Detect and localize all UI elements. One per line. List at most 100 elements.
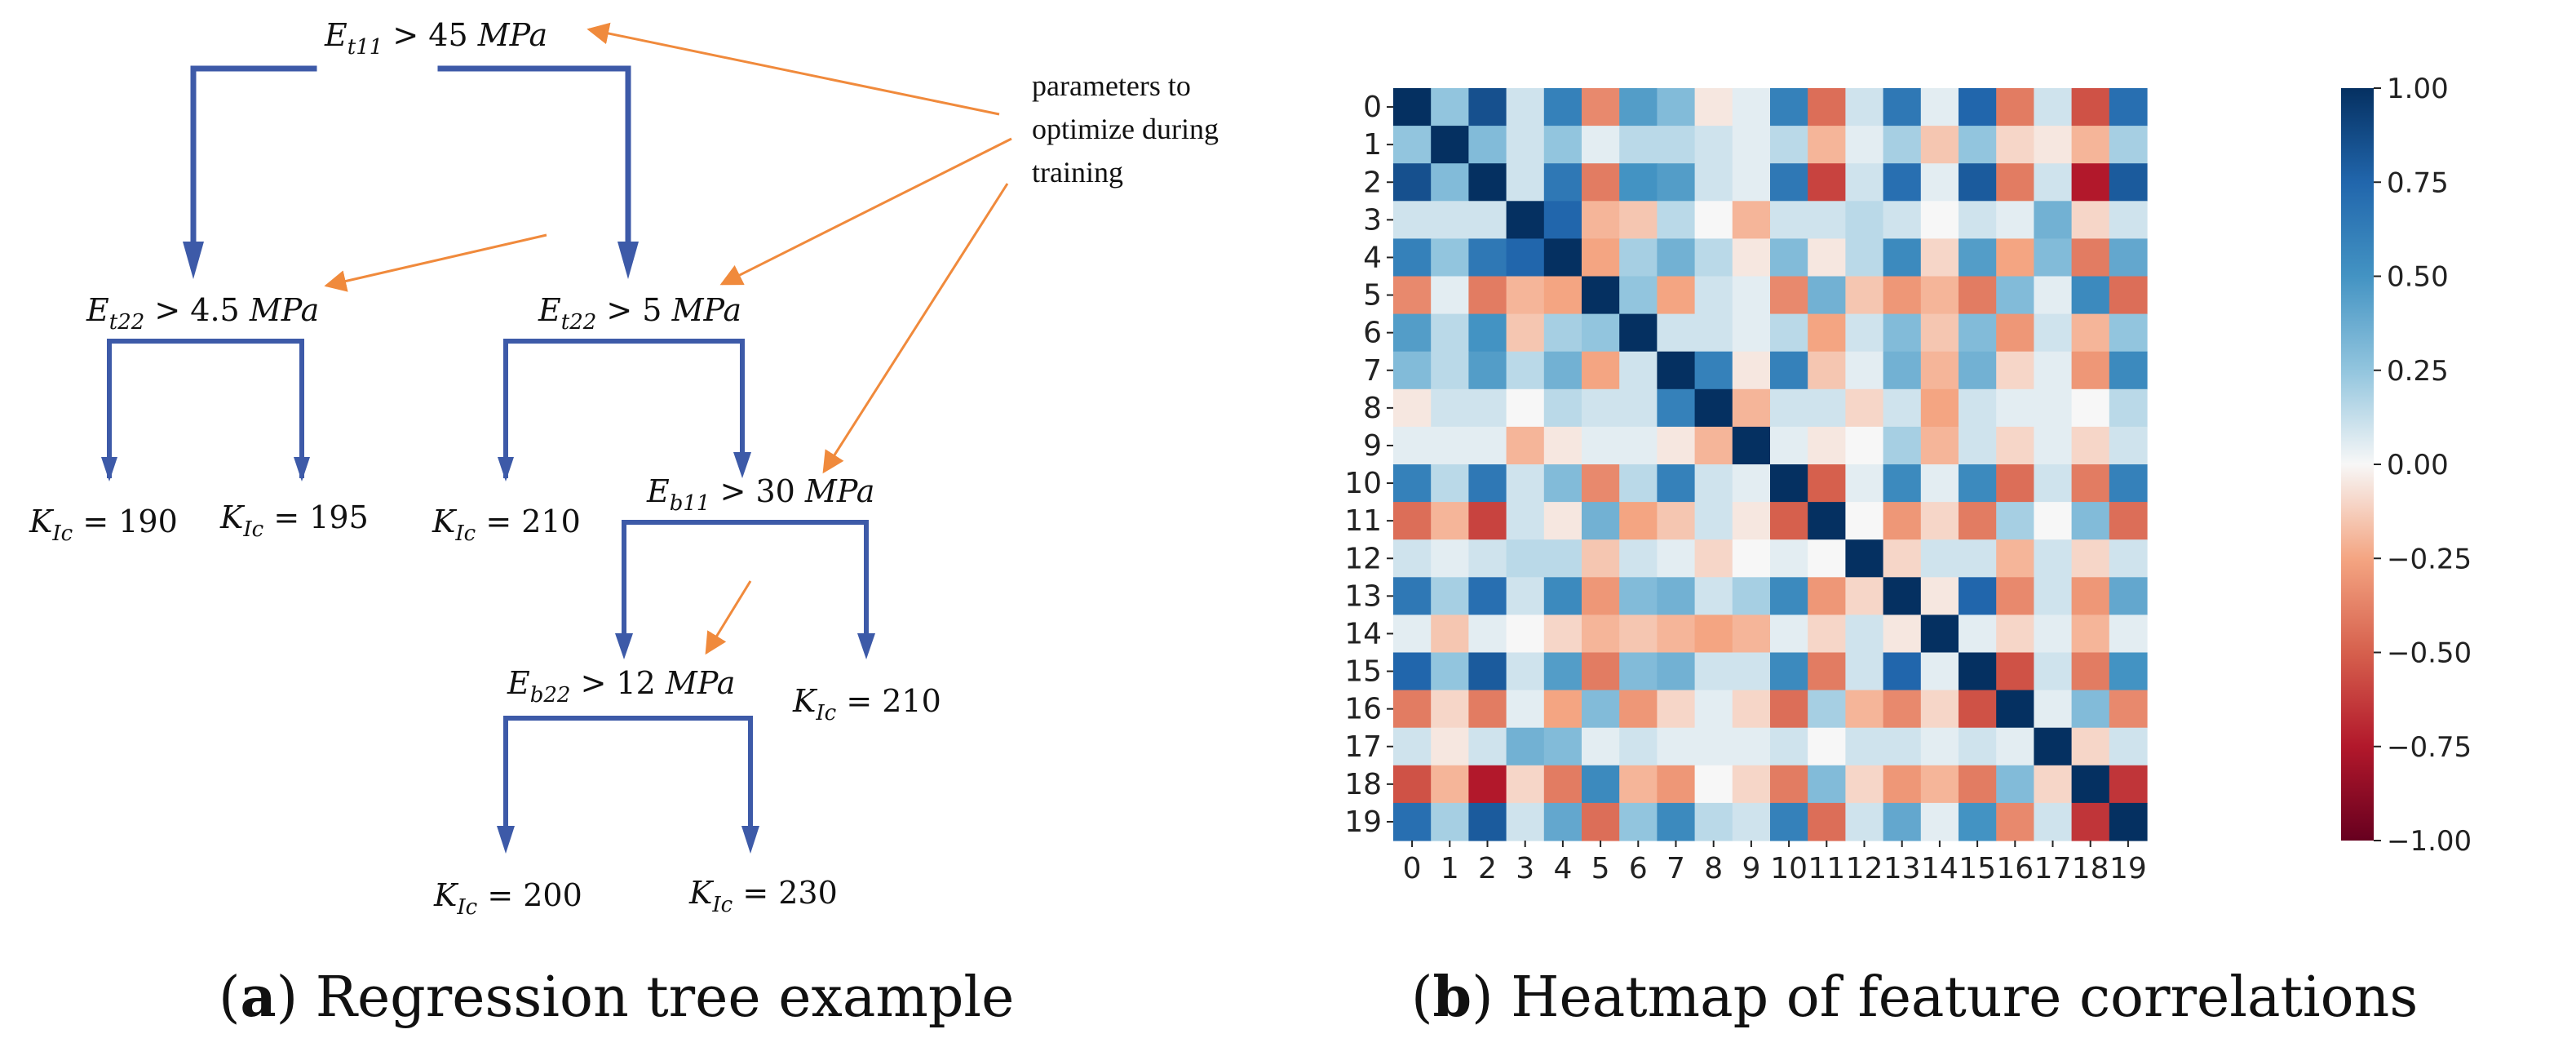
heatmap-cell <box>1808 388 1846 428</box>
heatmap-cell <box>1619 351 1658 390</box>
annotation-arrow-rr-node <box>822 183 1009 474</box>
heatmap-cell <box>1619 238 1658 277</box>
heatmap-cell <box>1996 351 2034 390</box>
colorbar-tick-label: −0.50 <box>2387 637 2472 670</box>
heatmap-cell <box>1920 539 1959 578</box>
heatmap-cell <box>1694 88 1733 126</box>
heatmap-cell <box>1883 502 1922 540</box>
heatmap-cell <box>1808 577 1846 615</box>
heatmap-cell <box>1619 388 1658 428</box>
heatmap-cell <box>1657 313 1696 353</box>
heatmap-cell <box>1619 88 1658 126</box>
heatmap-cell <box>1393 652 1432 691</box>
heatmap-cell <box>1582 765 1620 804</box>
heatmap-cell <box>1959 577 1997 615</box>
heatmap-cells <box>1393 88 2148 841</box>
heatmap-cell <box>1694 577 1733 615</box>
heatmap-cell <box>1996 88 2034 126</box>
caption-b: (b) Heatmap of feature correlations <box>1411 965 2418 1030</box>
heatmap-cell <box>1582 577 1620 615</box>
colorbar-ticks: 1.00 0.75 0.50 0.25 0.00 −0.25 −0.50 −0.75 −1.00 <box>2374 73 2472 858</box>
heatmap-cell <box>1883 163 1922 202</box>
heatmap-cell <box>1920 615 1959 654</box>
x-tick-label: 11 <box>1808 852 1845 885</box>
heatmap-cell <box>1657 802 1696 841</box>
y-tick-label: 6 <box>1363 317 1382 350</box>
colorbar-tick-label: 1.00 <box>2387 73 2449 105</box>
heatmap-cell <box>1657 163 1696 202</box>
heatmap-cell <box>1920 802 1959 841</box>
heatmap-cell <box>1506 615 1545 654</box>
heatmap-cell <box>1883 426 1922 465</box>
heatmap-cell <box>1393 163 1432 202</box>
left-node-edges <box>107 339 304 478</box>
annotation-arrow-root <box>586 22 1000 116</box>
heatmap-cell <box>1468 276 1507 315</box>
heatmap-cell <box>1506 426 1545 465</box>
heatmap-cell <box>1996 802 2034 841</box>
heatmap-cell <box>1619 426 1658 465</box>
heatmap-cell <box>1808 276 1846 315</box>
heatmap-cell <box>1770 727 1808 766</box>
heatmap-cell <box>2109 163 2148 202</box>
heatmap-cell <box>1393 502 1432 540</box>
y-tick-label: 7 <box>1363 354 1382 388</box>
heatmap-cell <box>1996 163 2034 202</box>
heatmap-cell <box>1959 126 1997 164</box>
heatmap-cell <box>1883 690 1922 729</box>
heatmap-cell <box>1694 802 1733 841</box>
heatmap-cell <box>1732 201 1771 239</box>
heatmap-cell <box>2071 426 2110 465</box>
heatmap-cell <box>2071 539 2110 578</box>
heatmap-cell <box>2071 126 2110 164</box>
y-tick-label: 16 <box>1344 693 1382 726</box>
heatmap-cell <box>1732 727 1771 766</box>
heatmap-cell <box>1808 126 1846 164</box>
heatmap-cell <box>1431 690 1469 729</box>
heatmap-cell <box>1845 88 1884 126</box>
regression-tree-diagram: parameters to optimize during training E… <box>29 17 1219 1030</box>
heatmap-cell <box>1393 126 1432 164</box>
heatmap-cell <box>1393 351 1432 390</box>
heatmap-cell <box>1920 426 1959 465</box>
annotation-line-3: training <box>1032 156 1123 189</box>
heatmap-cell <box>1582 502 1620 540</box>
heatmap-cell <box>2071 615 2110 654</box>
heatmap-cell <box>1431 88 1469 126</box>
rr-node-edges <box>622 520 869 647</box>
heatmap-cell <box>1468 502 1507 540</box>
heatmap-cell <box>1770 539 1808 578</box>
heatmap-cell <box>1582 615 1620 654</box>
y-tick-label: 11 <box>1344 504 1382 538</box>
x-tick-label: 18 <box>2072 852 2109 885</box>
heatmap-cell <box>1582 388 1620 428</box>
x-tick-label: 5 <box>1591 852 1610 885</box>
heatmap-cell <box>1431 313 1469 353</box>
heatmap-cell <box>2034 765 2073 804</box>
heatmap-cell <box>1582 426 1620 465</box>
x-tick-label: 13 <box>1883 852 1921 885</box>
annotation-arrow-left-node <box>324 233 547 292</box>
heatmap-cell <box>1393 615 1432 654</box>
heatmap-cell <box>1845 238 1884 277</box>
heatmap-cell <box>1996 690 2034 729</box>
regression-tree-panel: parameters to optimize during training E… <box>29 17 1219 1030</box>
heatmap-cell <box>1543 464 1582 503</box>
heatmap-cell <box>1732 615 1771 654</box>
arrow-to-left-node <box>183 242 204 279</box>
heatmap-cell <box>1619 464 1658 503</box>
heatmap-cell <box>1770 765 1808 804</box>
heatmap-cell <box>1468 464 1507 503</box>
heatmap-cell <box>1468 88 1507 126</box>
heatmap-cell <box>1431 727 1469 766</box>
heatmap-cell <box>1543 765 1582 804</box>
heatmap-cell <box>1582 690 1620 729</box>
heatmap-cell <box>1808 163 1846 202</box>
colorbar-tick-label: 0.25 <box>2387 355 2449 388</box>
heatmap-cell <box>1920 126 1959 164</box>
heatmap-cell <box>1393 426 1432 465</box>
heatmap-cell <box>1959 426 1997 465</box>
y-tick-label: 18 <box>1344 768 1382 801</box>
heatmap-cell <box>1920 464 1959 503</box>
heatmap-cell <box>1657 426 1696 465</box>
